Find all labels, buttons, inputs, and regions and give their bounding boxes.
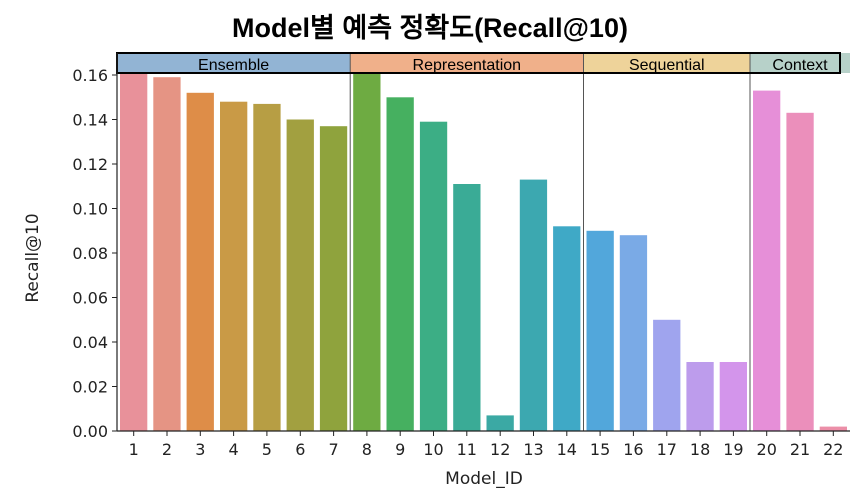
x-tick-label: 15 — [590, 440, 610, 459]
bar-model-14 — [553, 226, 581, 431]
y-tick-label: 0.10 — [72, 200, 108, 219]
group-label-context: Context — [772, 57, 828, 74]
bar-model-11 — [453, 184, 481, 431]
x-tick-label: 8 — [362, 440, 372, 459]
x-tick-label: 11 — [457, 440, 477, 459]
bar-model-7 — [319, 126, 348, 431]
group-label-ensemble: Ensemble — [198, 57, 269, 74]
x-axis-label: Model_ID — [445, 469, 523, 489]
bar-model-10 — [419, 121, 448, 431]
x-tick-label: 21 — [790, 440, 810, 459]
y-tick-label: 0.12 — [72, 155, 108, 174]
x-tick-label: 17 — [657, 440, 677, 459]
x-tick-label: 19 — [723, 440, 743, 459]
x-tick-label: 20 — [757, 440, 777, 459]
x-tick-label: 14 — [557, 440, 577, 459]
bar-model-9 — [386, 97, 414, 432]
x-tick-label: 7 — [329, 440, 339, 459]
bar-model-19 — [719, 362, 747, 431]
group-label-representation: Representation — [413, 57, 522, 74]
y-tick-label: 0.16 — [72, 66, 108, 85]
bar-model-3 — [186, 92, 214, 432]
group-band-ensemble — [117, 53, 351, 73]
bar-model-6 — [286, 119, 314, 431]
y-tick-label: 0.06 — [72, 289, 108, 308]
chart-title: Model별 예측 정확도(Recall@10) — [232, 13, 628, 43]
y-tick-label: 0.02 — [72, 378, 108, 397]
x-tick-label: 4 — [229, 440, 239, 459]
bar-model-15 — [586, 230, 614, 432]
x-tick-label: 5 — [262, 440, 272, 459]
bar-model-8 — [353, 72, 381, 432]
bar-model-16 — [619, 235, 648, 431]
group-band-representation — [350, 53, 584, 73]
x-tick-label: 9 — [395, 440, 405, 459]
bar-model-18 — [686, 362, 714, 431]
x-tick-label: 1 — [129, 440, 139, 459]
x-tick-label: 2 — [162, 440, 172, 459]
group-band-sequential — [583, 53, 751, 73]
y-axis-label: Recall@10 — [23, 213, 43, 302]
x-tick-label: 22 — [823, 440, 843, 459]
bar-model-13 — [519, 179, 548, 431]
y-tick-label: 0.14 — [72, 111, 108, 130]
x-tick-label: 12 — [490, 440, 510, 459]
bar-model-21 — [786, 112, 814, 432]
y-tick-label: 0.04 — [72, 333, 108, 352]
y-tick-label: 0.08 — [72, 244, 108, 263]
x-tick-label: 6 — [295, 440, 305, 459]
group-label-sequential: Sequential — [629, 57, 705, 74]
bar-model-17 — [653, 319, 681, 432]
bar-model-1 — [120, 72, 148, 432]
bar-model-4 — [220, 101, 248, 431]
group-band-context — [750, 53, 850, 73]
bar-model-12 — [486, 415, 514, 431]
plot-area: Ensemble Representation Sequential Context 0… — [72, 52, 850, 459]
x-tick-label: 16 — [623, 440, 643, 459]
bar-model-20 — [753, 90, 781, 431]
y-tick-label: 0.00 — [72, 422, 108, 441]
x-tick-label: 10 — [423, 440, 443, 459]
bar-model-22 — [819, 426, 847, 431]
bar-model-5 — [253, 103, 281, 432]
bar-model-2 — [153, 77, 181, 431]
x-tick-label: 18 — [690, 440, 710, 459]
x-tick-label: 3 — [195, 440, 205, 459]
x-tick-label: 13 — [523, 440, 543, 459]
